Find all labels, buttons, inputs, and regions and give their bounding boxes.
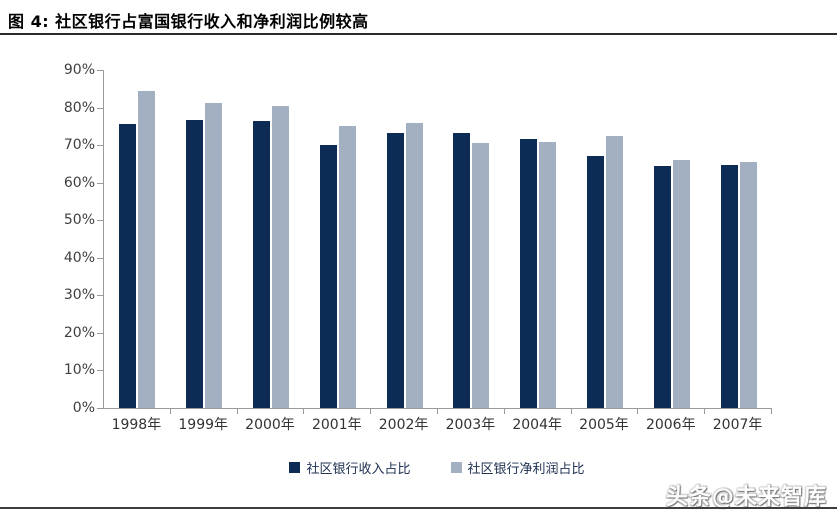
bar-group-2000年	[238, 70, 305, 408]
x-axis-tick	[704, 408, 706, 414]
bar-group-1998年	[104, 70, 171, 408]
chart-legend: 社区银行收入占比 社区银行净利润占比	[103, 458, 771, 477]
y-axis-tick-label: 60%	[63, 174, 95, 191]
x-axis-tick-label: 2007年	[712, 417, 763, 433]
y-axis-tick-label: 30%	[63, 287, 95, 304]
legend-item-net-profit-share: 社区银行净利润占比	[450, 458, 585, 477]
x-axis-tick-label: 2003年	[445, 417, 496, 433]
y-axis-tick	[97, 370, 104, 372]
bar-group-2004年	[505, 70, 572, 408]
y-axis-tick	[97, 332, 104, 334]
bar-net-profit-share	[338, 126, 356, 408]
x-axis-tick	[503, 408, 505, 414]
x-axis-tick-label: 2001年	[311, 417, 362, 433]
bar-net-profit-share	[271, 106, 289, 408]
legend-item-revenue-share: 社区银行收入占比	[289, 458, 411, 477]
legend-swatch-icon	[289, 462, 301, 473]
y-axis-tick-label: 10%	[63, 362, 95, 379]
y-axis-tick-label: 0%	[72, 400, 95, 416]
y-axis-labels: 0% 10% 20% 30% 40% 50% 60% 70% 80% 90%	[30, 62, 95, 416]
bar-net-profit-share	[739, 161, 757, 408]
x-axis-tick	[637, 408, 639, 414]
bar-revenue-share	[653, 166, 671, 408]
bar-net-profit-share	[405, 122, 423, 408]
bar-revenue-share	[252, 121, 270, 408]
y-axis-tick	[97, 295, 104, 297]
x-axis-tick-label: 1998年	[111, 417, 162, 433]
y-axis-tick	[97, 220, 104, 222]
figure-title: 图 4: 社区银行占富国银行收入和净利润比例较高	[8, 12, 369, 31]
y-axis-tick-label: 70%	[63, 137, 95, 154]
bar-group-2002年	[371, 70, 438, 408]
bar-group-2006年	[638, 70, 705, 408]
bar-revenue-share	[520, 139, 538, 408]
y-axis-tick-label: 50%	[63, 212, 95, 229]
x-axis-tick	[570, 408, 572, 414]
bar-group-2001年	[304, 70, 371, 408]
bar-groups	[104, 70, 772, 408]
bar-revenue-share	[319, 145, 337, 408]
y-axis-tick	[97, 70, 104, 71]
bar-revenue-share	[586, 156, 604, 408]
bar-group-1999年	[171, 70, 238, 408]
y-axis-tick-label: 90%	[63, 62, 95, 78]
x-axis-tick	[370, 408, 372, 414]
x-axis-tick	[236, 408, 238, 414]
x-axis-tick-label: 2004年	[512, 417, 562, 433]
y-axis-tick	[97, 107, 104, 109]
y-axis-tick-label: 20%	[63, 324, 95, 341]
y-axis-tick	[97, 257, 104, 259]
bar-net-profit-share	[605, 136, 623, 408]
x-axis-tick	[771, 408, 772, 414]
bar-chart-plot-area	[97, 70, 772, 414]
title-divider	[0, 33, 837, 35]
x-axis-tick-label: 2002年	[378, 417, 429, 433]
bar-revenue-share	[186, 119, 204, 408]
x-axis-tick-label: 2000年	[245, 417, 295, 433]
bar-group-2003年	[438, 70, 505, 408]
x-axis-tick-label: 1999年	[178, 417, 229, 433]
bar-net-profit-share	[539, 141, 557, 408]
bar-revenue-share	[386, 132, 404, 408]
bar-net-profit-share	[672, 159, 690, 408]
bar-net-profit-share	[472, 143, 490, 408]
x-axis-tick-label: 2005年	[579, 417, 629, 433]
x-axis-tick	[303, 408, 305, 414]
legend-label: 社区银行收入占比	[306, 462, 411, 477]
bar-revenue-share	[720, 165, 738, 408]
bar-revenue-share	[119, 124, 137, 408]
bar-net-profit-share	[205, 103, 223, 408]
legend-swatch-icon	[450, 462, 462, 473]
legend-label: 社区银行净利润占比	[467, 462, 585, 477]
x-axis-tick	[437, 408, 438, 414]
bar-revenue-share	[453, 132, 471, 408]
x-axis-labels: 1998年 1999年 2000年 2001年 2002年 2003年 2004年 2005年…	[103, 414, 771, 434]
y-axis-tick-label: 40%	[63, 249, 95, 266]
bar-net-profit-share	[138, 90, 156, 408]
watermark: 头条@未来智库	[665, 485, 827, 510]
bar-group-2005年	[572, 70, 639, 408]
x-axis-tick	[169, 408, 171, 414]
bar-group-2007年	[705, 70, 772, 408]
x-axis-tick-label: 2006年	[645, 417, 696, 433]
y-axis-tick-label: 80%	[63, 99, 95, 116]
y-axis-tick	[97, 182, 104, 184]
y-axis-tick	[97, 145, 104, 147]
y-axis-tick	[97, 408, 104, 409]
bottom-divider	[0, 507, 837, 509]
